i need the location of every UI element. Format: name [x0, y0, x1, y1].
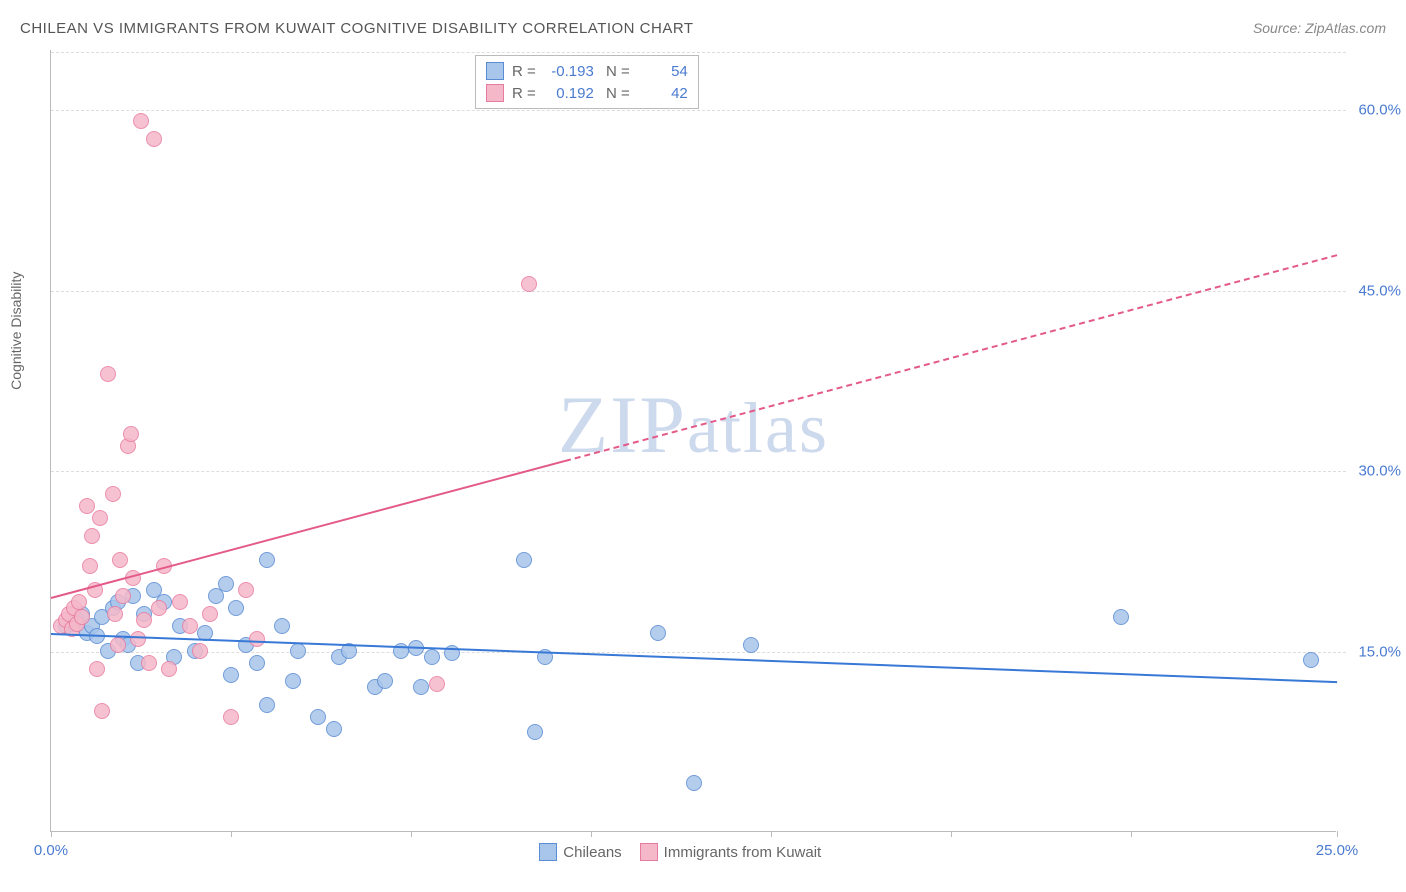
- data-point: [424, 649, 440, 665]
- swatch-icon: [539, 843, 557, 861]
- data-point: [107, 606, 123, 622]
- y-axis-label: Cognitive Disability: [8, 271, 24, 389]
- data-point: [249, 655, 265, 671]
- data-point: [82, 558, 98, 574]
- legend: Chileans Immigrants from Kuwait: [539, 843, 821, 861]
- data-point: [123, 426, 139, 442]
- data-point: [228, 600, 244, 616]
- trend-line: [51, 633, 1337, 683]
- data-point: [1303, 652, 1319, 668]
- data-point: [89, 661, 105, 677]
- data-point: [105, 486, 121, 502]
- data-point: [1113, 609, 1129, 625]
- stats-row: R = 0.192 N = 42: [486, 82, 688, 104]
- data-point: [115, 588, 131, 604]
- plot-area: Cognitive Disability ZIPatlas R = -0.193…: [50, 50, 1336, 832]
- legend-item: Immigrants from Kuwait: [640, 843, 822, 861]
- data-point: [413, 679, 429, 695]
- stats-n-value: 42: [638, 85, 688, 102]
- data-point: [429, 676, 445, 692]
- data-point: [249, 631, 265, 647]
- data-point: [516, 552, 532, 568]
- data-point: [285, 673, 301, 689]
- trend-line-dashed: [565, 255, 1337, 463]
- data-point: [223, 709, 239, 725]
- x-tick: [951, 831, 952, 837]
- y-tick-label: 60.0%: [1358, 102, 1401, 119]
- legend-item: Chileans: [539, 843, 621, 861]
- data-point: [84, 528, 100, 544]
- data-point: [259, 697, 275, 713]
- stats-r-value: 0.192: [544, 85, 594, 102]
- data-point: [110, 637, 126, 653]
- data-point: [79, 498, 95, 514]
- data-point: [290, 643, 306, 659]
- data-point: [151, 600, 167, 616]
- swatch-icon: [640, 843, 658, 861]
- data-point: [218, 576, 234, 592]
- stats-n-label: N =: [602, 63, 630, 80]
- stats-n-value: 54: [638, 63, 688, 80]
- source-label: Source: ZipAtlas.com: [1253, 20, 1386, 36]
- trend-line: [51, 460, 566, 599]
- chart-container: CHILEAN VS IMMIGRANTS FROM KUWAIT COGNIT…: [0, 0, 1406, 892]
- x-tick: [411, 831, 412, 837]
- x-tick: [1337, 831, 1338, 837]
- data-point: [274, 618, 290, 634]
- y-tick-label: 30.0%: [1358, 463, 1401, 480]
- x-tick: [1131, 831, 1132, 837]
- data-point: [377, 673, 393, 689]
- data-point: [743, 637, 759, 653]
- data-point: [650, 625, 666, 641]
- data-point: [100, 366, 116, 382]
- data-point: [94, 703, 110, 719]
- swatch-icon: [486, 62, 504, 80]
- y-tick-label: 15.0%: [1358, 643, 1401, 660]
- x-tick: [51, 831, 52, 837]
- stats-box: R = -0.193 N = 54 R = 0.192 N = 42: [475, 55, 699, 109]
- x-tick-label: 0.0%: [34, 842, 68, 859]
- x-tick: [591, 831, 592, 837]
- stats-r-value: -0.193: [544, 63, 594, 80]
- data-point: [172, 594, 188, 610]
- data-point: [192, 643, 208, 659]
- stats-r-label: R =: [512, 85, 536, 102]
- data-point: [136, 612, 152, 628]
- data-point: [238, 582, 254, 598]
- y-tick-label: 45.0%: [1358, 282, 1401, 299]
- gridline: [51, 471, 1346, 472]
- x-tick: [231, 831, 232, 837]
- data-point: [74, 609, 90, 625]
- legend-label: Chileans: [563, 844, 621, 861]
- data-point: [223, 667, 239, 683]
- data-point: [259, 552, 275, 568]
- data-point: [161, 661, 177, 677]
- stats-n-label: N =: [602, 85, 630, 102]
- data-point: [202, 606, 218, 622]
- stats-r-label: R =: [512, 63, 536, 80]
- x-tick: [771, 831, 772, 837]
- data-point: [326, 721, 342, 737]
- swatch-icon: [486, 84, 504, 102]
- data-point: [521, 276, 537, 292]
- x-tick-label: 25.0%: [1316, 842, 1359, 859]
- data-point: [92, 510, 108, 526]
- legend-label: Immigrants from Kuwait: [664, 844, 822, 861]
- data-point: [112, 552, 128, 568]
- data-point: [133, 113, 149, 129]
- data-point: [141, 655, 157, 671]
- data-point: [527, 724, 543, 740]
- chart-title: CHILEAN VS IMMIGRANTS FROM KUWAIT COGNIT…: [20, 20, 694, 37]
- data-point: [146, 131, 162, 147]
- gridline: [51, 52, 1346, 53]
- data-point: [71, 594, 87, 610]
- data-point: [310, 709, 326, 725]
- data-point: [686, 775, 702, 791]
- gridline: [51, 291, 1346, 292]
- data-point: [182, 618, 198, 634]
- stats-row: R = -0.193 N = 54: [486, 60, 688, 82]
- gridline: [51, 110, 1346, 111]
